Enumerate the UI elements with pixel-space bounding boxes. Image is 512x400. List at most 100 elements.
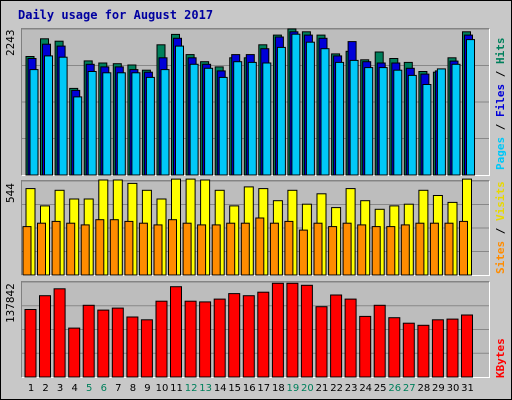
x-tick-label-day-8: 8 <box>129 383 137 394</box>
pages-bar-day-25 <box>378 67 388 176</box>
pages-bar-day-21 <box>320 48 330 176</box>
kbytes-bar-day-21 <box>315 306 328 378</box>
pages-bar-day-4 <box>73 96 83 176</box>
pages-bar-day-9 <box>145 76 155 176</box>
kbytes-bar-day-5 <box>82 304 95 378</box>
pages-bar-day-15 <box>233 61 243 176</box>
x-tick-label-day-3: 3 <box>56 383 64 394</box>
kbytes-bar-day-29 <box>431 319 444 378</box>
pages-bar-day-14 <box>218 76 228 176</box>
bottom-panel-legend: KBytes <box>494 338 507 378</box>
pages-bar-day-30 <box>451 63 461 176</box>
top-panel-max-label: 2243 <box>4 29 17 57</box>
kbytes-bar-day-3 <box>53 288 66 378</box>
kbytes-bar-day-9 <box>140 319 153 378</box>
pages-bar-day-22 <box>335 61 345 176</box>
pages-bar-day-19 <box>291 33 301 176</box>
kbytes-bar-day-10 <box>155 300 168 378</box>
kbytes-bar-day-22 <box>330 294 343 378</box>
x-tick-label-day-21: 21 <box>315 383 329 394</box>
pages-bar-day-24 <box>364 67 374 176</box>
sites-bar-day-16 <box>240 222 250 276</box>
sites-bar-day-19 <box>284 220 294 276</box>
x-tick-label-day-18: 18 <box>272 383 285 394</box>
sites-bar-day-31 <box>459 220 468 276</box>
x-tick-label-day-25: 25 <box>373 383 387 394</box>
sites-bar-day-22 <box>328 226 338 276</box>
x-tick-label-day-30: 30 <box>446 383 460 394</box>
kbytes-bar-day-14 <box>213 298 226 378</box>
kbytes-bar-day-13 <box>199 301 212 378</box>
x-tick-label-day-31: 31 <box>461 383 474 394</box>
x-tick-label-day-13: 13 <box>199 383 212 394</box>
x-tick-label-day-11: 11 <box>170 383 183 394</box>
kbytes-bar-day-18 <box>271 282 284 378</box>
legend-visits: Visits <box>494 181 507 221</box>
x-tick-label-day-5: 5 <box>86 383 93 394</box>
pages-bar-day-28 <box>422 84 432 176</box>
kbytes-bar-day-20 <box>300 284 313 378</box>
sites-bar-day-26 <box>386 226 396 276</box>
kbytes-bar-day-4 <box>68 327 81 378</box>
x-tick-label-day-23: 23 <box>344 383 358 394</box>
kbytes-bar-day-31 <box>461 314 473 378</box>
kbytes-bar-day-12 <box>184 300 197 378</box>
kbytes-bar-day-15 <box>228 293 241 378</box>
middle-panel-legend: Sites / Visits <box>494 181 507 274</box>
sites-bar-day-4 <box>66 222 76 276</box>
sites-bar-day-14 <box>211 224 221 276</box>
kbytes-bar-day-25 <box>373 304 386 378</box>
pages-bar-day-7 <box>116 72 126 176</box>
bottom-panel-max-label: 137842 <box>4 283 17 323</box>
sites-bar-day-21 <box>313 222 323 276</box>
x-tick-label-day-15: 15 <box>228 383 242 394</box>
sites-bar-day-12 <box>182 222 192 276</box>
x-tick-label-day-28: 28 <box>417 383 431 394</box>
sites-bar-day-23 <box>342 222 352 276</box>
x-tick-label-day-20: 20 <box>301 383 314 394</box>
sites-bar-day-20 <box>298 229 308 276</box>
x-tick-label-day-26: 26 <box>388 383 402 394</box>
x-tick-label-day-27: 27 <box>402 383 416 394</box>
pages-bar-day-3 <box>58 56 68 176</box>
x-tick-label-day-16: 16 <box>242 383 256 394</box>
x-tick-label-day-24: 24 <box>359 383 373 394</box>
kbytes-bar-day-24 <box>359 315 372 378</box>
x-tick-label-day-17: 17 <box>257 383 271 394</box>
pages-bar-day-11 <box>175 45 184 176</box>
x-tick-label-day-22: 22 <box>330 383 343 394</box>
x-tick-label-day-9: 9 <box>144 383 151 394</box>
sites-bar-day-10 <box>153 224 163 276</box>
sites-bar-day-28 <box>415 222 425 276</box>
sites-bar-day-6 <box>95 219 105 276</box>
sites-bar-day-1 <box>22 226 32 276</box>
sites-bar-day-7 <box>109 219 119 276</box>
x-tick-label-day-1: 1 <box>27 383 35 394</box>
x-tick-label-day-7: 7 <box>115 383 122 394</box>
pages-bar-day-10 <box>160 69 170 176</box>
sites-bar-day-13 <box>197 224 207 276</box>
sites-bar-day-5 <box>80 224 90 276</box>
sites-bar-day-11 <box>168 219 177 276</box>
pages-bar-day-20 <box>305 41 315 176</box>
kbytes-bar-day-1 <box>24 309 37 378</box>
sites-bar-day-30 <box>444 222 454 276</box>
pages-bar-day-2 <box>44 55 53 176</box>
kbytes-bar-day-8 <box>126 316 139 378</box>
pages-bar-day-5 <box>87 71 97 176</box>
x-tick-label-day-14: 14 <box>213 383 227 394</box>
kbytes-bar-day-19 <box>286 282 299 378</box>
sites-bar-day-9 <box>138 222 148 276</box>
pages-bar-day-6 <box>102 72 112 176</box>
kbytes-bar-day-16 <box>242 295 255 378</box>
pages-bar-day-17 <box>262 62 272 176</box>
chart-title: Daily usage for August 2017 <box>18 8 214 22</box>
pages-bar-day-29 <box>436 68 446 176</box>
sites-bar-day-8 <box>124 220 134 276</box>
pages-bar-day-1 <box>29 69 39 176</box>
sites-bar-day-15 <box>226 222 236 276</box>
legend-sites: Sites <box>494 240 507 274</box>
kbytes-bar-day-30 <box>446 318 459 378</box>
